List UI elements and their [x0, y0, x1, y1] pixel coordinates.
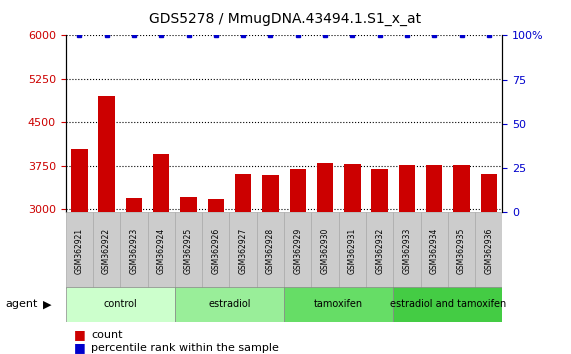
Bar — [175, 287, 284, 322]
Text: ▶: ▶ — [43, 299, 52, 309]
Text: GSM362931: GSM362931 — [348, 227, 357, 274]
Text: GSM362926: GSM362926 — [211, 227, 220, 274]
Text: ■: ■ — [74, 341, 86, 354]
Text: GSM362930: GSM362930 — [320, 227, 329, 274]
Bar — [344, 164, 360, 212]
Text: GSM362924: GSM362924 — [156, 227, 166, 274]
Text: estradiol: estradiol — [208, 299, 251, 309]
Bar — [453, 165, 470, 212]
Bar — [426, 165, 443, 212]
Bar — [208, 199, 224, 212]
Bar — [393, 212, 421, 289]
Bar — [448, 212, 475, 289]
Text: agent: agent — [6, 299, 38, 309]
Bar — [120, 212, 147, 289]
Text: GSM362932: GSM362932 — [375, 227, 384, 274]
Bar — [371, 169, 388, 212]
Text: GSM362922: GSM362922 — [102, 227, 111, 274]
Bar — [284, 212, 311, 289]
Bar — [66, 287, 175, 322]
Text: ■: ■ — [74, 328, 86, 341]
Text: tamoxifen: tamoxifen — [314, 299, 363, 309]
Text: GSM362936: GSM362936 — [484, 227, 493, 274]
Bar — [393, 287, 502, 322]
Text: GSM362927: GSM362927 — [239, 227, 248, 274]
Bar — [421, 212, 448, 289]
Text: GSM362921: GSM362921 — [75, 227, 84, 274]
Bar — [66, 212, 93, 289]
Bar — [202, 212, 230, 289]
Bar — [180, 197, 196, 212]
Bar — [475, 212, 502, 289]
Text: control: control — [103, 299, 137, 309]
Text: GSM362925: GSM362925 — [184, 227, 193, 274]
Text: GDS5278 / MmugDNA.43494.1.S1_x_at: GDS5278 / MmugDNA.43494.1.S1_x_at — [150, 12, 421, 27]
Bar — [147, 212, 175, 289]
Text: estradiol and tamoxifen: estradiol and tamoxifen — [390, 299, 506, 309]
Bar — [93, 212, 120, 289]
Text: count: count — [91, 330, 123, 339]
Text: GSM362923: GSM362923 — [130, 227, 138, 274]
Bar — [481, 174, 497, 212]
Text: percentile rank within the sample: percentile rank within the sample — [91, 343, 279, 353]
Text: GSM362933: GSM362933 — [403, 227, 412, 274]
Bar — [339, 212, 366, 289]
Bar — [284, 287, 393, 322]
Text: GSM362935: GSM362935 — [457, 227, 466, 274]
Bar — [289, 169, 306, 212]
Bar — [257, 212, 284, 289]
Bar — [317, 163, 333, 212]
Bar — [399, 165, 415, 212]
Bar — [230, 212, 257, 289]
Bar — [235, 173, 251, 212]
Bar — [366, 212, 393, 289]
Bar — [153, 154, 170, 212]
Bar — [126, 198, 142, 212]
Bar — [71, 149, 87, 212]
Bar — [311, 212, 339, 289]
Text: GSM362934: GSM362934 — [430, 227, 439, 274]
Text: GSM362928: GSM362928 — [266, 227, 275, 274]
Bar — [175, 212, 202, 289]
Bar — [262, 175, 279, 212]
Text: GSM362929: GSM362929 — [293, 227, 302, 274]
Bar — [98, 96, 115, 212]
